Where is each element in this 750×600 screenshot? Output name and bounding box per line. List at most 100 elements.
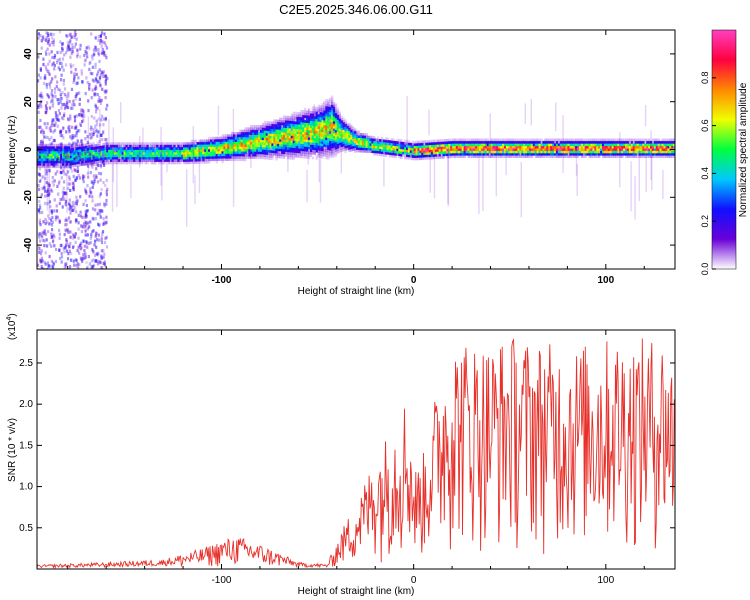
spectrogram-cell — [288, 139, 291, 143]
spectrogram-cell — [342, 131, 345, 135]
spectrogram-cell — [627, 138, 630, 142]
spectrogram-noise-cell — [45, 82, 48, 87]
spectrogram-noise-cell — [97, 69, 100, 73]
spectrogram-cell — [79, 151, 82, 155]
spectrogram-cell — [315, 106, 318, 110]
spectrogram-noise-cell — [46, 202, 49, 206]
spectrogram-cell — [454, 155, 457, 158]
spectrogram-cell — [432, 149, 436, 153]
spectrogram-cell — [163, 154, 167, 158]
spectrogram-cell — [135, 156, 138, 160]
spectrogram-cell — [315, 137, 318, 141]
spectrogram-cell — [283, 122, 286, 126]
spectrogram-cell — [550, 152, 553, 156]
spectrogram-noise-cell — [82, 119, 85, 123]
spectrogram-cell — [446, 148, 449, 152]
spectrogram-noise-cell — [103, 202, 106, 206]
spectrogram-cell — [534, 143, 537, 147]
spectrogram-noise-cell — [97, 53, 101, 57]
spectrogram-cell — [315, 125, 318, 129]
spectrogram-cell — [336, 124, 340, 128]
spectrogram-noise-cell — [90, 160, 93, 164]
spectrogram-cell — [283, 144, 286, 147]
spectrogram-cell — [160, 154, 163, 158]
spectrogram-cell — [296, 147, 299, 151]
spectrogram-noise-cell — [71, 200, 74, 205]
spectrogram-cell — [129, 147, 132, 150]
spectrogram-cell — [177, 154, 180, 158]
spectrogram-cell — [206, 139, 209, 143]
spectrogram-cell — [352, 145, 355, 149]
spectrogram-cell — [598, 152, 601, 156]
spectrogram-cell — [156, 154, 159, 158]
spectrogram-cell — [342, 129, 345, 133]
spectrogram-cell — [160, 151, 163, 155]
spectrogram-cell — [440, 139, 443, 142]
spectrogram-cell — [236, 134, 240, 138]
spectrogram-cell — [329, 140, 332, 144]
spectrogram-cell — [655, 150, 659, 154]
spectrogram-cell — [475, 155, 478, 158]
spectrogram-cell — [461, 143, 464, 147]
spectrogram-noise-cell — [68, 177, 71, 181]
spectrogram-cell — [283, 120, 286, 123]
spectrogram-cell — [192, 156, 195, 160]
spectrogram-cell — [653, 150, 657, 154]
spectrogram-cell — [546, 140, 549, 144]
spectrogram-noise-cell — [85, 76, 88, 80]
spectrogram-cell — [306, 139, 309, 143]
spectrogram-cell — [169, 154, 172, 158]
spectrogram-cell — [563, 143, 566, 147]
spectrogram-cell — [113, 156, 117, 160]
spectrogram-cell — [417, 157, 420, 161]
spectrogram-cell — [440, 144, 443, 147]
spectrogram-cell — [85, 150, 88, 154]
spectrogram-cell — [194, 161, 197, 164]
spectrogram-noise-cell — [81, 142, 84, 146]
spectrogram-cell — [482, 152, 486, 156]
spectrogram-cell — [648, 138, 651, 142]
spectrogram-cell — [469, 152, 472, 156]
spectrogram-cell — [154, 156, 157, 160]
spectrogram-cell — [607, 140, 610, 144]
spectrogram-streak — [232, 108, 235, 157]
spectrogram-cell — [321, 143, 324, 147]
spectrogram-cell — [578, 150, 582, 154]
spectrogram-noise-cell — [76, 81, 79, 85]
spectrogram-cell — [131, 159, 134, 162]
spectrogram-cell — [42, 146, 46, 149]
spectrogram-cell — [350, 127, 353, 130]
spectrogram-cell — [480, 150, 484, 154]
spectrogram-cell — [523, 140, 526, 144]
spectrogram-cell — [440, 151, 443, 154]
spectrogram-cell — [309, 127, 313, 131]
spectrogram-cell — [636, 148, 639, 151]
spectrogram-cell — [48, 143, 51, 147]
spectrogram-cell — [309, 151, 313, 155]
spectrogram-noise-cell — [104, 96, 107, 100]
spectrogram-cell — [158, 151, 161, 155]
spectrogram-cell — [269, 154, 272, 158]
spectrogram-cell — [279, 153, 282, 157]
spectrogram-noise-cell — [92, 182, 95, 186]
spectrogram-cell — [457, 140, 461, 144]
spectrogram-cell — [317, 118, 320, 122]
spectrogram-cell — [215, 160, 218, 164]
spectrogram-cell — [494, 148, 497, 151]
spectrogram-noise-cell — [57, 87, 60, 91]
spectrogram-cell — [275, 152, 278, 156]
spectrogram-cell — [373, 145, 376, 149]
spectrogram-cell — [578, 140, 582, 144]
spectrogram-noise-cell — [90, 180, 93, 184]
spectrogram-cell — [367, 140, 370, 144]
spectrogram-cell — [127, 156, 130, 160]
spectrogram-cell — [336, 117, 340, 120]
spectrogram-cell — [167, 159, 170, 162]
spectrogram-cell — [529, 145, 532, 149]
spectrogram-cell — [58, 146, 61, 149]
spectrogram-cell — [671, 150, 674, 154]
spectrogram-noise-cell — [58, 179, 61, 183]
spectrogram-cell — [327, 99, 330, 103]
spectrogram-cell — [348, 146, 351, 150]
spectrogram-cell — [56, 153, 59, 157]
